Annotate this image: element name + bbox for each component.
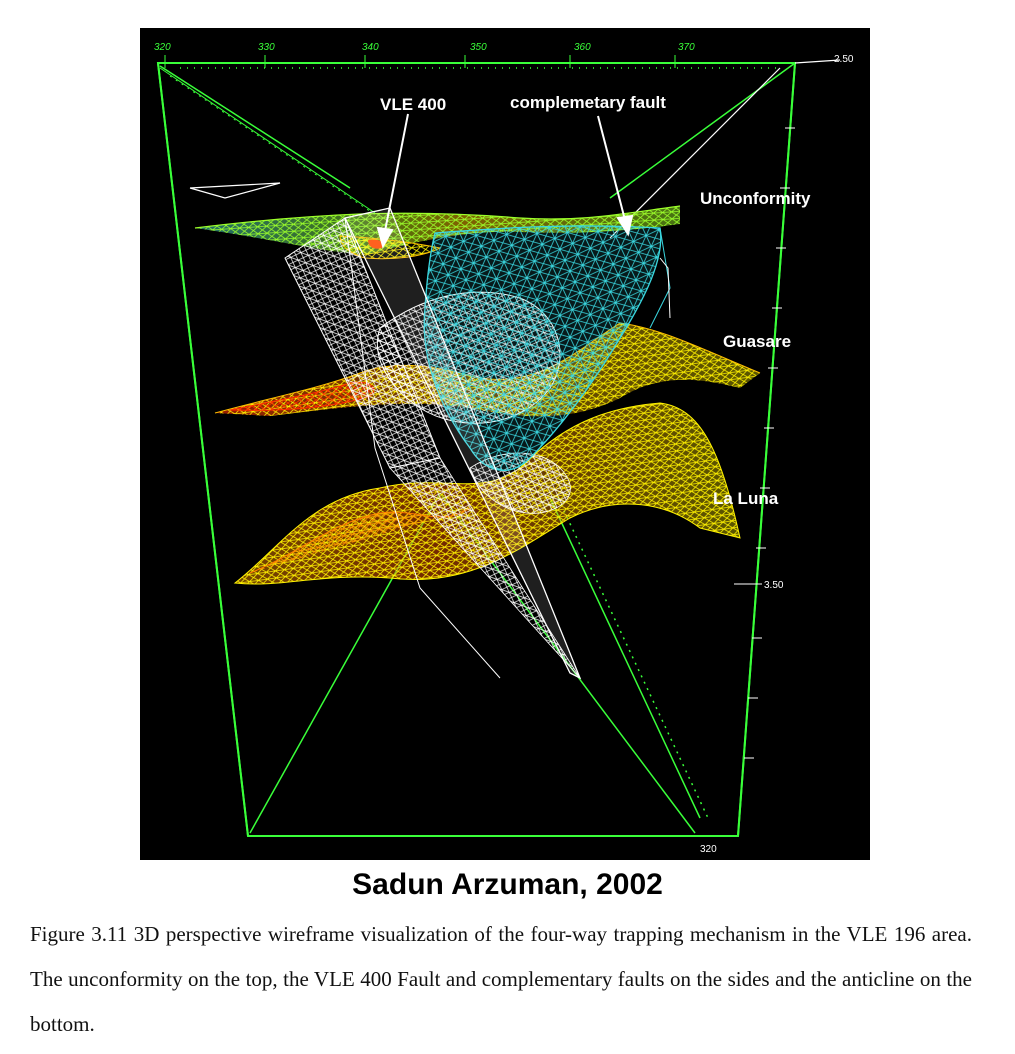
figure-caption: Figure 3.11 3D perspective wireframe vis… xyxy=(30,922,972,1036)
label-guasare: Guasare xyxy=(723,332,791,351)
right-depth-axis xyxy=(734,127,795,759)
top-axis-ticks xyxy=(164,55,676,68)
vle400-fault-plane xyxy=(284,207,671,680)
right-tick-top: 2.50 xyxy=(834,54,854,65)
top-tick-0: 320 xyxy=(154,42,171,53)
top-tick-3: 350 xyxy=(470,42,487,53)
left-diagonal-axis xyxy=(159,67,381,219)
label-laluna: La Luna xyxy=(713,489,779,508)
right-tick-mid: 3.50 xyxy=(764,580,784,591)
lower-diagonal-axis xyxy=(549,497,709,819)
figure-credit: Sadun Arzuman, 2002 xyxy=(352,868,663,901)
label-unconformity: Unconformity xyxy=(700,189,811,208)
perspective-frame xyxy=(156,62,797,837)
top-tick-5: 370 xyxy=(678,42,695,53)
top-tick-2: 340 xyxy=(362,42,379,53)
label-arrows xyxy=(376,113,634,249)
guasare-horizon xyxy=(214,322,761,417)
top-tick-4: 360 xyxy=(574,42,591,53)
white-box-edges xyxy=(189,59,841,239)
complementary-fault-surface xyxy=(423,225,671,471)
top-tick-1: 330 xyxy=(258,42,275,53)
label-vle400: VLE 400 xyxy=(380,95,446,114)
label-complementary-fault: complemetary fault xyxy=(510,93,666,112)
corner-tick: 320 xyxy=(700,844,717,855)
wireframe-figure: 320 330 340 350 360 370 2.50 3.50 320 xyxy=(140,28,870,860)
